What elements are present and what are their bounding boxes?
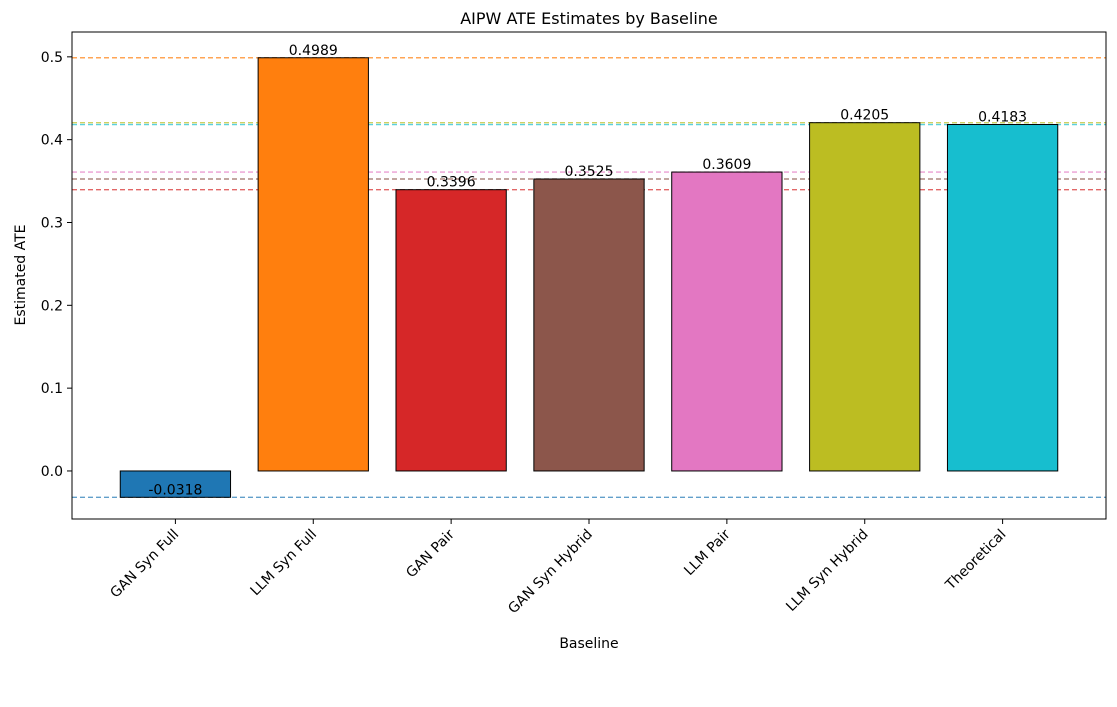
y-tick-label: 0.5 bbox=[41, 50, 63, 66]
y-tick-label: 0.1 bbox=[41, 381, 63, 397]
bar bbox=[671, 171, 783, 472]
y-tick-label: 0.0 bbox=[41, 464, 63, 480]
x-tick-label: LLM Syn Hybrid bbox=[783, 527, 871, 615]
y-axis-label: Estimated ATE bbox=[13, 224, 29, 325]
bar bbox=[946, 124, 1059, 472]
x-axis-label: Baseline bbox=[559, 636, 618, 652]
x-tick-label: Theoretical bbox=[942, 527, 1009, 594]
bar bbox=[533, 178, 645, 472]
bar bbox=[119, 470, 232, 498]
y-tick-label: 0.2 bbox=[41, 298, 63, 314]
bar bbox=[257, 57, 369, 472]
value-label: 0.3609 bbox=[702, 157, 751, 173]
x-tick-label: LLM Syn Full bbox=[248, 527, 321, 600]
chart-title: AIPW ATE Estimates by Baseline bbox=[460, 9, 718, 28]
bar bbox=[809, 122, 921, 472]
x-tick-label: GAN Syn Hybrid bbox=[505, 527, 596, 618]
plot-frame bbox=[71, 31, 1107, 520]
bar bbox=[395, 189, 507, 472]
x-tick-label: LLM Pair bbox=[681, 526, 734, 579]
value-label: 0.3396 bbox=[427, 175, 476, 191]
y-tick-label: 0.3 bbox=[41, 215, 63, 231]
value-label: 0.3525 bbox=[565, 164, 614, 180]
x-tick-label: GAN Syn Full bbox=[107, 527, 182, 602]
value-label: 0.4989 bbox=[289, 43, 338, 59]
x-tick-label: GAN Pair bbox=[403, 526, 458, 581]
y-tick-label: 0.4 bbox=[41, 133, 63, 149]
value-label: -0.0318 bbox=[148, 482, 202, 498]
value-label: 0.4183 bbox=[978, 110, 1027, 126]
value-label: 0.4205 bbox=[840, 108, 889, 124]
